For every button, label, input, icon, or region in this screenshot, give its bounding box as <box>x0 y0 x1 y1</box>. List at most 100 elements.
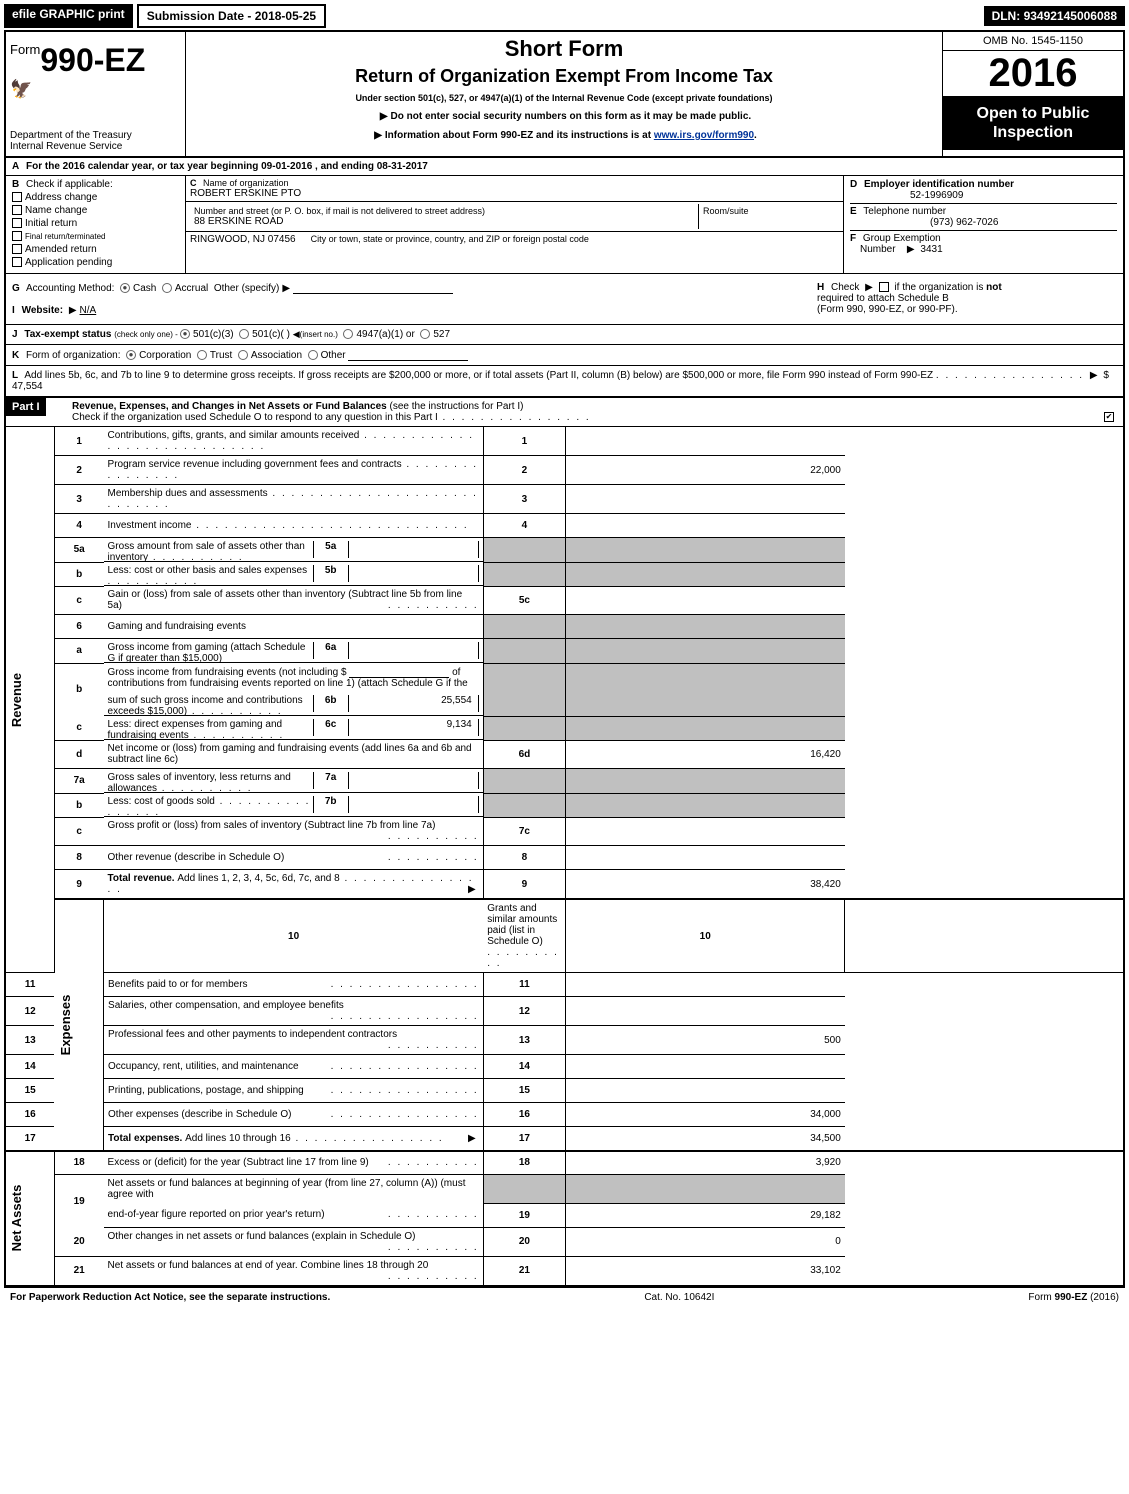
l6d-num: d <box>54 740 103 769</box>
dln-value: 93492145006088 <box>1024 9 1117 23</box>
l1-en: 1 <box>483 427 565 456</box>
l6-desc: Gaming and fundraising events <box>108 621 246 632</box>
radio-assoc[interactable] <box>238 350 248 360</box>
l17-ev: 34,500 <box>566 1127 845 1151</box>
cb-name-change[interactable] <box>12 205 22 215</box>
l6b-amount-input[interactable] <box>349 666 449 678</box>
l19-desc: Net assets or fund balances at beginning… <box>108 1178 466 1200</box>
radio-4947[interactable] <box>343 329 353 339</box>
l6b-ev-grey <box>566 663 845 716</box>
radio-insert-no: (insert no.) <box>300 330 338 339</box>
footer-right-pre: Form <box>1028 1292 1054 1303</box>
other-org-input[interactable] <box>348 349 468 361</box>
note-ssn: Do not enter social security numbers on … <box>190 111 938 122</box>
l14-en: 14 <box>483 1055 565 1079</box>
radio-501c-label: 501(c)( ) <box>252 329 290 340</box>
tax-exempt-sub: (check only one) - <box>114 330 180 339</box>
line-h-not: not <box>986 282 1002 293</box>
l1-desc: Contributions, gifts, grants, and simila… <box>108 430 360 441</box>
header-center: Short Form Return of Organization Exempt… <box>186 32 943 156</box>
l21-num: 21 <box>54 1256 103 1286</box>
cb-address-change[interactable] <box>12 192 22 202</box>
radio-cash[interactable] <box>120 283 130 293</box>
l17-en: 17 <box>483 1127 565 1151</box>
cb-schedule-b[interactable] <box>879 282 889 292</box>
row-6a: a Gross income from gaming (attach Sched… <box>5 639 1124 664</box>
col-def: D Employer identification number 52-1996… <box>843 176 1123 273</box>
line-a-begin: 09-01-2016 <box>261 161 312 172</box>
radio-accrual-label: Accrual <box>175 283 208 294</box>
l20-desc: Other changes in net assets or fund bala… <box>108 1231 416 1242</box>
group-ex-sub: Number <box>860 244 896 255</box>
radio-trust[interactable] <box>197 350 207 360</box>
radio-assoc-label: Association <box>251 350 302 361</box>
form-number: 990-EZ <box>40 42 145 78</box>
l6b-num: b <box>54 663 103 716</box>
irs-link[interactable]: www.irs.gov/form990 <box>654 130 754 141</box>
l7b-desc: Less: cost of goods sold <box>108 796 215 807</box>
row-8: 8 Other revenue (describe in Schedule O)… <box>5 846 1124 870</box>
tax-exempt-label: Tax-exempt status <box>24 329 111 340</box>
l15-desc: Printing, publications, postage, and shi… <box>108 1085 304 1096</box>
efile-button[interactable]: efile GRAPHIC print <box>4 4 133 28</box>
radio-corp[interactable] <box>126 350 136 360</box>
l14-desc: Occupancy, rent, utilities, and maintena… <box>108 1061 298 1072</box>
note-info-post: . <box>754 130 757 141</box>
l6c-num: c <box>54 716 103 740</box>
cb-application-pending[interactable] <box>12 257 22 267</box>
l6-ev-grey <box>566 615 845 639</box>
l2-desc: Program service revenue including govern… <box>108 459 402 470</box>
open-line2: Inspection <box>947 123 1119 142</box>
l21-en: 21 <box>483 1256 565 1286</box>
l20-num: 20 <box>54 1227 103 1256</box>
note-ssn-text: Do not enter social security numbers on … <box>391 111 752 122</box>
org-name-box: C Name of organization ROBERT ERSKINE PT… <box>186 176 843 202</box>
l8-en: 8 <box>483 846 565 870</box>
line-a-label: A <box>12 161 19 172</box>
radio-527[interactable] <box>420 329 430 339</box>
row-6d: d Net income or (loss) from gaming and f… <box>5 740 1124 769</box>
row-12: 12 Salaries, other compensation, and emp… <box>5 997 1124 1026</box>
cb-amended-return[interactable] <box>12 244 22 254</box>
l19-ev-grey <box>566 1175 845 1204</box>
radio-other-org[interactable] <box>308 350 318 360</box>
row-5b: b Less: cost or other basis and sales ex… <box>5 562 1124 586</box>
row-17: 17 Total expenses. Add lines 10 through … <box>5 1127 1124 1151</box>
open-to-public: Open to Public Inspection <box>943 96 1123 150</box>
cb-final-return-label: Final return/terminated <box>25 232 105 241</box>
line-h-t3: required to attach Schedule B <box>817 293 949 304</box>
side-expenses: Expenses <box>54 899 103 1151</box>
radio-527-label: 527 <box>433 329 450 340</box>
row-11: 11 Benefits paid to or for members 11 <box>5 973 1124 997</box>
radio-accrual[interactable] <box>162 283 172 293</box>
cb-schedule-o[interactable] <box>1104 412 1114 422</box>
l6c-sv: 9,134 <box>349 719 479 736</box>
accounting-other-input[interactable] <box>293 282 453 294</box>
l5b-num: b <box>54 562 103 586</box>
l2-en: 2 <box>483 456 565 485</box>
radio-501c[interactable] <box>239 329 249 339</box>
line-a-row: A For the 2016 calendar year, or tax yea… <box>4 158 1125 176</box>
side-netassets-text: Net Assets <box>9 1185 24 1252</box>
submission-date-box: Submission Date - 2018-05-25 <box>137 4 326 28</box>
radio-501c3[interactable] <box>180 329 190 339</box>
radio-corp-label: Corporation <box>139 350 191 361</box>
room-label: Room/suite <box>703 206 749 216</box>
group-ex-label: Group Exemption <box>863 233 941 244</box>
l7b-sn: 7b <box>313 796 349 813</box>
city-label: City or town, state or province, country… <box>311 234 589 244</box>
group-ex-value: 3431 <box>920 244 942 255</box>
l6a-desc: Gross income from gaming (attach Schedul… <box>108 642 306 664</box>
line-j-label: J <box>12 329 18 340</box>
l8-ev <box>566 846 845 870</box>
l7c-num: c <box>54 817 103 846</box>
cb-final-return[interactable] <box>12 231 22 241</box>
row-16: 16 Other expenses (describe in Schedule … <box>5 1103 1124 1127</box>
l6b-sv: 25,554 <box>349 695 479 712</box>
l18-desc: Excess or (deficit) for the year (Subtra… <box>108 1157 369 1168</box>
l1-num: 1 <box>54 427 103 456</box>
org-name-label: Name of organization <box>203 178 289 188</box>
footer-right: Form 990-EZ (2016) <box>1028 1292 1119 1303</box>
cb-initial-return[interactable] <box>12 218 22 228</box>
l17-desc2: Add lines 10 through 16 <box>185 1133 291 1144</box>
